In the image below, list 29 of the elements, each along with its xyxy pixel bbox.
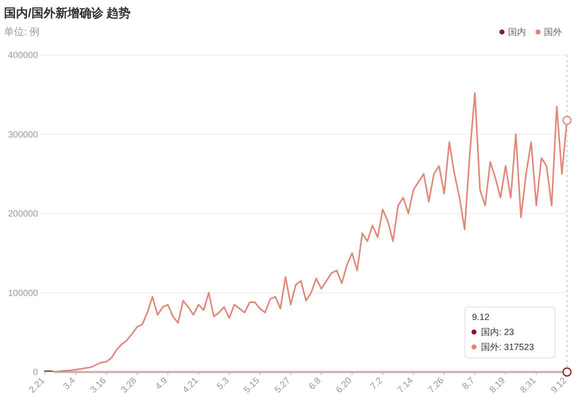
x-tick-label: 4.21	[180, 375, 200, 395]
y-axis-title: 单位: 例	[4, 26, 40, 38]
x-tick-label: 7.26	[426, 375, 446, 395]
y-tick-label: 300000	[8, 129, 38, 140]
picture-tooltip: 9.12 国内: 23 国外: 317523	[464, 306, 556, 358]
x-tick-label: 2.21	[26, 375, 46, 395]
x-tick-label: 3.28	[119, 375, 139, 395]
y-tick-label: 400000	[8, 50, 38, 60]
y-tick-label: 200000	[8, 208, 38, 218]
x-tick-label: 8.7	[460, 375, 476, 392]
annotation: 国外: 317523	[481, 342, 534, 352]
annotation: 9.12	[472, 312, 490, 322]
chart-title: 国内/国外新增确诊 趋势	[4, 6, 131, 20]
x-tick-label: 3.4	[61, 375, 78, 392]
y-tick-label: 100000	[8, 288, 38, 298]
y-tick-label: 0	[32, 367, 38, 377]
x-tick-label: 6.20	[334, 375, 354, 395]
x-tick-label: 8.19	[488, 375, 507, 395]
x-tick-label: 6.8	[306, 375, 323, 392]
x-tick-label: 5.3	[214, 375, 231, 392]
legend-label: 国内	[508, 27, 526, 37]
annotation: 国内: 23	[481, 327, 514, 337]
x-tick-label: 7.14	[395, 375, 415, 395]
legend-label: 国外	[544, 27, 562, 37]
x-tick-label: 8.31	[518, 375, 538, 395]
x-tick-label: 7.2	[368, 375, 384, 392]
x-tick-label: 3.16	[88, 375, 108, 395]
x-tick-label: 4.9	[153, 375, 170, 392]
x-tick-label: 9.12	[548, 375, 568, 395]
